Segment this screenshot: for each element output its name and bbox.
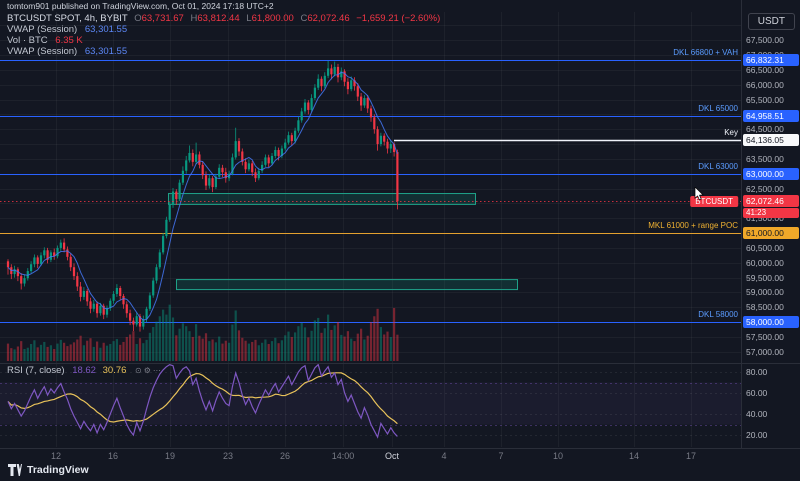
symbol-legend-row[interactable]: BTCUSDT SPOT, 4h, BYBIT O63,731.67 H63,8…	[7, 13, 440, 24]
tradingview-logo-text: TradingView	[27, 464, 89, 476]
price-axis-badge: 64,958.51	[743, 109, 799, 122]
price-axis-tick: 59,500.00	[746, 272, 784, 283]
price-axis-badge: 64,136.05	[743, 134, 799, 147]
high-label: H	[190, 13, 198, 24]
rsi-legend-row[interactable]: RSI (7, close) 18.62 30.76 ⊙⚙⋯	[7, 365, 163, 376]
symbol-price-tag: BTCUSDT	[690, 195, 738, 207]
price-axis-tick: 57,500.00	[746, 331, 784, 342]
open-value: 63,731.67	[141, 13, 184, 24]
price-axis-tick: 67,500.00	[746, 35, 784, 46]
price-axis-tick: 64,500.00	[746, 124, 784, 135]
price-axis-badge: 66,832.31	[743, 54, 799, 66]
more-icon[interactable]: ⋯	[152, 366, 163, 375]
time-axis-label: 4	[441, 451, 447, 461]
main-legend: BTCUSDT SPOT, 4h, BYBIT O63,731.67 H63,8…	[7, 13, 440, 57]
symbol-title: BTCUSDT SPOT, 4h, BYBIT	[7, 13, 128, 24]
time-axis-label: 17	[685, 451, 697, 461]
price-axis-tick: 66,500.00	[746, 64, 784, 75]
level-label: DKL 63000	[698, 161, 738, 171]
indicator-name: VWAP (Session)	[7, 46, 78, 57]
price-axis-badge: 61,000.00	[743, 227, 799, 240]
currency-button[interactable]: USDT	[747, 13, 795, 30]
level-label: MKL 61000 + range POC	[648, 221, 738, 231]
level-label: DKL 58000	[698, 310, 738, 320]
change-value: −1,659.21 (−2.60%)	[356, 13, 441, 24]
price-axis-tick: 60,500.00	[746, 242, 784, 253]
price-axis-tick: 63,500.00	[746, 153, 784, 164]
indicator-value: 63,301.55	[84, 46, 128, 57]
price-axis-badge: 58,000.00	[743, 316, 799, 329]
tradingview-logo[interactable]: TradingView	[8, 464, 89, 476]
open-label: O	[134, 13, 142, 24]
time-axis-label: 19	[164, 451, 176, 461]
price-axis-tick: 57,000.00	[746, 346, 784, 357]
time-axis-label: 10	[552, 451, 564, 461]
low-label: L	[246, 13, 252, 24]
rsi-axis-tick: 40.00	[746, 409, 768, 419]
settings-icon[interactable]: ⚙	[143, 366, 153, 375]
time-axis-label: 7	[498, 451, 504, 461]
price-axis-tick: 61,500.00	[746, 213, 784, 224]
rsi-axis-tick: 80.00	[746, 367, 768, 377]
price-axis-tick: 60,000.00	[746, 257, 784, 268]
indicator-row-vwap-1[interactable]: VWAP (Session) 63,301.55	[7, 24, 440, 35]
price-axis-tick: 62,500.00	[746, 183, 784, 194]
rsi-axis-tick: 60.00	[746, 388, 768, 398]
level-label: DKL 65000	[698, 103, 738, 113]
rsi-axis-tick: 20.00	[746, 430, 768, 440]
level-label: Key	[724, 128, 738, 138]
level-label: DKL 66800 + VAH	[673, 48, 738, 57]
high-value: 63,812.44	[197, 13, 240, 24]
visibility-icon[interactable]: ⊙	[135, 366, 144, 375]
price-axis-badge: 63,000.00	[743, 167, 799, 180]
legend-action-icons: ⊙⚙⋯	[135, 366, 163, 375]
price-axis-tick: 66,000.00	[746, 79, 784, 90]
time-axis-label: 23	[222, 451, 234, 461]
price-axis-tick: 65,500.00	[746, 94, 784, 105]
indicator-row-vwap-2[interactable]: VWAP (Session) 63,301.55	[7, 46, 440, 57]
indicator-value: 63,301.55	[84, 24, 128, 35]
mouse-cursor-icon	[694, 187, 704, 201]
time-axis-label: 12	[50, 451, 62, 461]
time-axis-label: 14	[628, 451, 640, 461]
rsi-ma-value: 30.76	[102, 365, 127, 376]
time-scale[interactable]	[0, 448, 800, 464]
price-countdown-badge: 41:23	[743, 207, 799, 218]
time-axis-label: 14:00	[331, 451, 355, 461]
price-axis-badge: 62,072.46	[743, 195, 799, 208]
indicator-row-volume[interactable]: Vol · BTC 6.35 K	[7, 35, 440, 46]
rsi-indicator-name: RSI (7, close)	[7, 365, 65, 376]
low-value: 61,800.00	[251, 13, 294, 24]
indicator-value: 6.35 K	[55, 35, 83, 46]
indicator-name: VWAP (Session)	[7, 24, 78, 35]
price-axis-tick: 59,000.00	[746, 287, 784, 298]
tradingview-logo-icon	[8, 464, 22, 476]
time-axis-label: Oct	[384, 451, 400, 461]
close-label: C	[300, 13, 308, 24]
time-axis-label: 16	[107, 451, 119, 461]
indicator-name: Vol · BTC	[7, 35, 48, 46]
close-value: 62,072.46	[307, 13, 350, 24]
price-axis-tick: 58,500.00	[746, 302, 784, 313]
time-axis-label: 26	[279, 451, 291, 461]
rsi-value: 18.62	[72, 365, 96, 376]
publish-info: tomtom901 published on TradingView.com, …	[7, 1, 274, 11]
